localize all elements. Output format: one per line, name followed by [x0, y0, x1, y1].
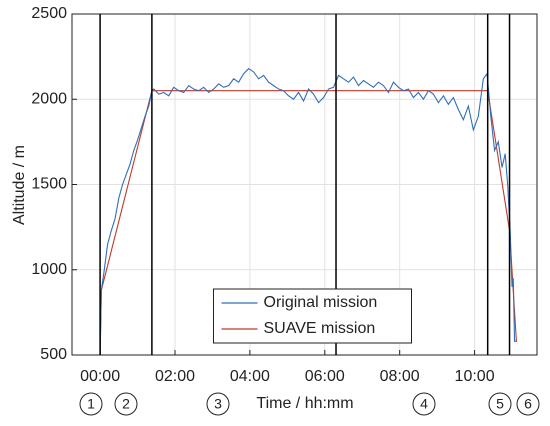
phase-circle — [412, 392, 436, 416]
legend — [213, 288, 412, 344]
x-tick-label: 10:00 — [455, 368, 495, 385]
x-tick-label: 00:00 — [80, 368, 120, 385]
legend-label: Original mission — [264, 294, 378, 311]
phase-label: 6 — [524, 396, 532, 412]
y-axis-label: Altitude / m — [11, 145, 28, 225]
y-tick-label: 2000 — [31, 90, 67, 107]
plot-frame — [71, 13, 538, 356]
phase-label: 4 — [420, 396, 428, 412]
x-tick-label: 08:00 — [380, 368, 420, 385]
phase-label: 5 — [496, 396, 504, 412]
phase-circle — [516, 392, 540, 416]
phase-circle — [206, 392, 230, 416]
y-tick-label: 2500 — [31, 5, 67, 22]
phase-circle — [79, 392, 103, 416]
y-tick-label: 500 — [40, 346, 67, 363]
phase-circle — [114, 392, 138, 416]
y-tick-label: 1500 — [31, 176, 67, 193]
x-tick-label: 02:00 — [155, 368, 195, 385]
phase-label: 3 — [214, 396, 222, 412]
x-axis-label: Time / hh:mm — [256, 395, 353, 412]
phase-label: 1 — [87, 396, 95, 412]
y-tick-label: 1000 — [31, 261, 67, 278]
phase-circle — [488, 392, 512, 416]
phase-label: 2 — [122, 396, 130, 412]
series-line — [99, 67, 518, 356]
x-tick-label: 04:00 — [230, 368, 270, 385]
x-tick-label: 06:00 — [305, 368, 345, 385]
legend-label: SUAVE mission — [264, 320, 376, 337]
